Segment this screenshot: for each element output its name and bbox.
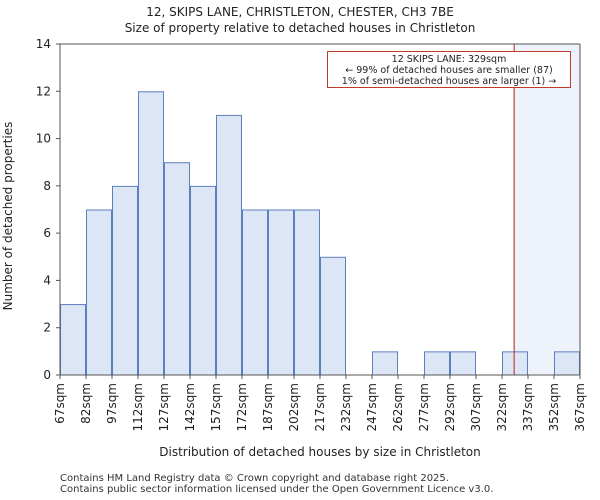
highlight-region [514, 44, 580, 375]
x-tick-label-67sqm: 67sqm [53, 383, 67, 424]
y-tick-label-8: 8 [43, 179, 51, 193]
bar-277sqm [424, 351, 450, 376]
y-tick-label-2: 2 [43, 321, 51, 335]
x-tick-label-82sqm: 82sqm [79, 383, 93, 424]
bar-82sqm [86, 209, 112, 376]
bar-67sqm [60, 304, 86, 376]
bar-112sqm [138, 91, 164, 376]
annotation-line-2: ← 99% of detached houses are smaller (87… [345, 65, 553, 76]
x-tick-label-262sqm: 262sqm [391, 383, 405, 431]
x-tick-label-352sqm: 352sqm [547, 383, 561, 431]
x-tick-label-337sqm: 337sqm [521, 383, 535, 431]
bar-142sqm [190, 185, 216, 376]
x-tick-label-97sqm: 97sqm [105, 383, 119, 424]
bar-247sqm [372, 351, 398, 376]
x-tick-label-157sqm: 157sqm [209, 383, 223, 431]
y-tick-label-10: 10 [36, 132, 51, 146]
x-tick-label-292sqm: 292sqm [443, 383, 457, 431]
x-tick-label-247sqm: 247sqm [365, 383, 379, 431]
bar-352sqm [554, 351, 580, 376]
x-tick-label-232sqm: 232sqm [339, 383, 353, 431]
y-tick-label-12: 12 [36, 84, 51, 98]
bar-172sqm [242, 209, 268, 376]
bar-157sqm [216, 114, 242, 376]
y-axis-label: Number of detached properties [1, 121, 15, 311]
x-tick-label-202sqm: 202sqm [287, 383, 301, 431]
y-tick-label-4: 4 [43, 273, 51, 287]
bar-217sqm [320, 256, 346, 376]
x-tick-label-142sqm: 142sqm [183, 383, 197, 431]
x-tick-label-172sqm: 172sqm [235, 383, 249, 431]
chart-title: 12, SKIPS LANE, CHRISTLETON, CHESTER, CH… [146, 5, 454, 19]
x-tick-label-367sqm: 367sqm [573, 383, 587, 431]
footer-line-1: Contains HM Land Registry data © Crown c… [60, 473, 449, 484]
annotation-line-1: 12 SKIPS LANE: 329sqm [391, 54, 507, 65]
bar-292sqm [450, 351, 476, 376]
x-tick-label-277sqm: 277sqm [417, 383, 431, 431]
x-axis-label: Distribution of detached houses by size … [159, 445, 481, 459]
y-tick-label-6: 6 [43, 226, 51, 240]
footer-line-2: Contains public sector information licen… [60, 484, 494, 495]
x-tick-label-127sqm: 127sqm [157, 383, 171, 431]
chart-subtitle: Size of property relative to detached ho… [124, 21, 476, 35]
annotation-line-3: 1% of semi-detached houses are larger (1… [341, 76, 557, 87]
bar-127sqm [164, 162, 190, 376]
x-tick-label-187sqm: 187sqm [261, 383, 275, 431]
property-annotation: 12 SKIPS LANE: 329sqm ← 99% of detached … [327, 51, 571, 88]
x-tick-label-307sqm: 307sqm [469, 383, 483, 431]
y-tick-label-14: 14 [36, 37, 51, 51]
bar-97sqm [112, 185, 138, 376]
x-tick-label-322sqm: 322sqm [495, 383, 509, 431]
x-tick-label-217sqm: 217sqm [313, 383, 327, 431]
bar-322sqm [502, 351, 528, 376]
y-tick-label-0: 0 [43, 368, 51, 382]
bar-202sqm [294, 209, 320, 376]
bar-187sqm [268, 209, 294, 376]
x-tick-label-112sqm: 112sqm [131, 383, 145, 431]
